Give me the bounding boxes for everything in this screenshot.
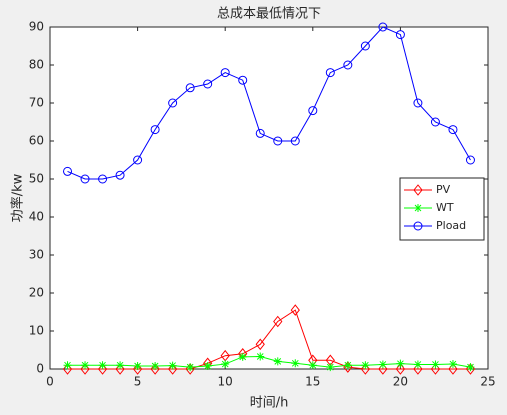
x-tick-label: 10: [218, 375, 233, 389]
point: [395, 363, 406, 375]
point: [395, 30, 405, 40]
point: [81, 361, 90, 370]
legend-marker: [414, 204, 422, 212]
y-tick-label: 50: [29, 172, 44, 186]
point: [203, 79, 213, 89]
legend-marker: [413, 221, 423, 231]
y-tick-label: 10: [29, 324, 44, 338]
y-axis-label: 功率/kw: [10, 173, 26, 222]
point: [290, 304, 300, 316]
point: [150, 363, 160, 375]
point: [308, 361, 317, 370]
point: [150, 125, 160, 135]
point: [308, 106, 318, 116]
point: [255, 338, 265, 351]
legend-box: [399, 177, 485, 241]
point: [431, 360, 440, 369]
legend-marker: [413, 184, 423, 196]
point: [273, 136, 283, 146]
point: [98, 174, 108, 184]
legend-label: WT: [436, 201, 454, 214]
y-tick-label: 40: [29, 210, 44, 224]
point: [430, 117, 440, 127]
point: [290, 136, 300, 146]
point: [185, 83, 195, 93]
point: [238, 352, 247, 361]
x-tick-label: 0: [46, 375, 54, 389]
point: [168, 361, 177, 370]
point: [273, 357, 282, 366]
point: [133, 155, 143, 165]
point: [413, 98, 423, 108]
point: [238, 75, 248, 85]
point: [98, 361, 107, 370]
point: [465, 155, 475, 165]
axes-box: [49, 26, 489, 370]
chart-title: 总成本最低情况下: [217, 7, 321, 22]
point: [256, 352, 265, 361]
x-tick-label: 25: [480, 375, 495, 389]
point: [116, 361, 125, 370]
x-axis-label: 时间/h: [250, 396, 289, 411]
y-tick-label: 0: [36, 362, 44, 376]
legend-label: PV: [436, 183, 451, 196]
point: [220, 68, 230, 78]
point: [448, 360, 457, 369]
point: [186, 363, 195, 372]
point: [80, 174, 90, 184]
point: [448, 125, 458, 135]
point: [133, 361, 142, 370]
point: [168, 98, 178, 108]
point: [255, 128, 265, 138]
point: [221, 360, 230, 369]
point: [343, 361, 352, 370]
x-tick-label: 20: [393, 375, 408, 389]
legend-label: Pload: [436, 219, 466, 232]
y-tick-label: 30: [29, 248, 44, 262]
point: [325, 68, 335, 78]
point: [343, 60, 353, 70]
point: [326, 363, 335, 372]
point: [378, 360, 387, 369]
point: [167, 363, 178, 375]
point: [203, 361, 212, 370]
point: [378, 22, 388, 32]
point: [466, 363, 475, 372]
point: [63, 361, 72, 370]
point: [273, 315, 283, 328]
y-tick-label: 80: [29, 58, 44, 72]
point: [396, 359, 405, 368]
y-tick-label: 20: [29, 286, 44, 300]
point: [361, 361, 370, 370]
point: [413, 360, 422, 369]
point: [151, 361, 160, 370]
legend: PV WT Pload: [399, 177, 485, 241]
y-tick-label: 60: [29, 134, 44, 148]
point: [132, 363, 143, 375]
point: [63, 166, 73, 176]
point: [115, 170, 125, 180]
point: [291, 359, 300, 368]
point: [360, 41, 370, 51]
x-tick-label: 5: [134, 375, 142, 389]
y-tick-label: 70: [29, 96, 44, 110]
y-tick-label: 90: [29, 20, 44, 34]
x-tick-label: 15: [305, 375, 320, 389]
